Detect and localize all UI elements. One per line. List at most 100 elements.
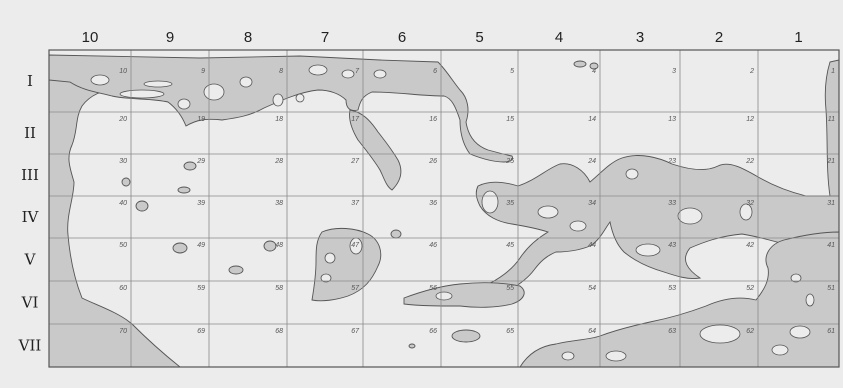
cell-number: 60 (119, 285, 127, 292)
cell-number: 25 (505, 158, 514, 165)
cell-number: 41 (827, 242, 835, 249)
row-label: VII (18, 337, 42, 355)
column-label: 10 (82, 29, 99, 46)
row-label: III (21, 166, 39, 184)
cell-number: 6 (433, 68, 437, 75)
cell-number: 28 (274, 158, 283, 165)
small-islands (121, 60, 599, 349)
island (589, 62, 599, 70)
lake (561, 351, 575, 361)
grid-lines (49, 50, 839, 367)
landmass-south-strip (403, 282, 525, 308)
cell-number: 48 (275, 242, 283, 249)
column-label: 4 (555, 29, 563, 46)
cell-number: 70 (119, 328, 127, 335)
lake (481, 190, 499, 214)
island (172, 242, 188, 254)
column-label: 5 (475, 29, 483, 46)
cell-number: 57 (351, 285, 360, 292)
island (573, 60, 587, 68)
lake (119, 89, 165, 99)
island (451, 329, 481, 343)
column-label: 2 (715, 29, 723, 46)
cell-number: 59 (197, 285, 205, 292)
cell-number: 54 (588, 285, 596, 292)
cell-number: 30 (119, 158, 127, 165)
lake (177, 98, 191, 110)
column-label: 9 (166, 29, 174, 46)
cell-number: 38 (275, 200, 283, 207)
landmass-south-east (519, 231, 839, 367)
cell-number: 4 (592, 68, 596, 75)
cell-number: 66 (429, 328, 437, 335)
column-label: 7 (321, 29, 329, 46)
cell-number: 40 (119, 200, 127, 207)
cell-number: 56 (429, 285, 437, 292)
landmass-peninsula-central (349, 109, 402, 191)
landmass-east-central (475, 155, 839, 292)
row-label: I (27, 72, 33, 90)
lake (203, 83, 225, 101)
cell-number: 3 (672, 68, 676, 75)
lake (699, 324, 741, 344)
cell-number: 44 (588, 242, 596, 249)
cell-number: 51 (827, 285, 835, 292)
cell-number: 68 (275, 328, 283, 335)
island (228, 265, 244, 275)
lake (324, 252, 336, 264)
lake (90, 74, 110, 86)
island (121, 177, 131, 187)
row-label: V (24, 251, 37, 269)
island (390, 229, 402, 239)
cell-number: 55 (506, 285, 514, 292)
row-label: IV (22, 208, 40, 226)
lake (435, 291, 453, 301)
cell-number: 22 (745, 158, 754, 165)
cell-number: 10 (119, 68, 127, 75)
cell-number: 36 (429, 200, 437, 207)
cell-number: 61 (827, 328, 835, 335)
cell-number: 42 (746, 242, 754, 249)
lake (341, 69, 355, 79)
cell-number: 53 (668, 285, 676, 292)
lake (789, 325, 811, 339)
cell-number: 58 (275, 285, 283, 292)
cell-number: 50 (119, 242, 127, 249)
lakes (90, 64, 815, 362)
cell-number: 24 (587, 158, 596, 165)
cell-number: 23 (667, 158, 676, 165)
row-label: II (24, 124, 36, 142)
cell-number: 18 (275, 116, 283, 123)
cell-number: 34 (588, 200, 596, 207)
cell-number: 1 (831, 68, 835, 75)
lake (771, 344, 789, 356)
lake (320, 273, 332, 283)
lake (239, 76, 253, 88)
column-label: 8 (244, 29, 252, 46)
lake (537, 205, 559, 219)
landmass-island-47 (311, 227, 382, 302)
row-label: VI (21, 294, 39, 312)
cell-number: 19 (197, 116, 205, 123)
island (183, 161, 197, 171)
cell-number: 31 (827, 200, 835, 207)
lake (805, 293, 815, 307)
cell-number: 64 (588, 328, 596, 335)
island (263, 240, 277, 252)
cell-number: 14 (588, 116, 596, 123)
cell-number: 49 (197, 242, 205, 249)
cell-number: 52 (746, 285, 754, 292)
column-label: 6 (398, 29, 406, 46)
lake (739, 203, 753, 221)
cell-number: 2 (749, 68, 754, 75)
cell-number: 29 (196, 158, 205, 165)
lake (625, 168, 639, 180)
cell-number: 8 (279, 68, 283, 75)
cell-number: 46 (429, 242, 437, 249)
cell-number: 15 (506, 116, 514, 123)
column-labels: 10 9 8 7 6 5 4 3 2 1 (82, 29, 803, 46)
